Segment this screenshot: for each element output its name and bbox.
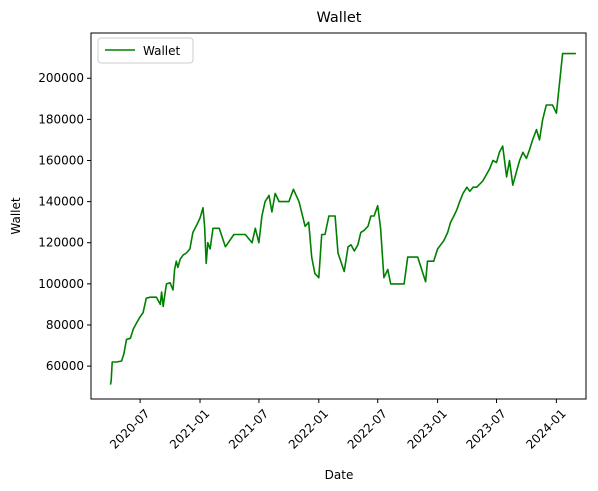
x-axis-title: Date (325, 468, 354, 482)
x-axis: 2020-07 2021-01 2021-07 2022-01 2022-07 2023-… (107, 399, 569, 452)
x-tick-label: 2020-07 (107, 406, 152, 451)
y-axis-title: Wallet (9, 197, 23, 235)
x-tick-label: 2021-01 (167, 406, 212, 451)
y-tick-label: 100000 (38, 277, 84, 291)
legend-label-wallet: Wallet (143, 44, 181, 58)
plot-frame (90, 32, 587, 400)
y-tick-label: 200000 (38, 71, 84, 85)
x-tick-label: 2024-01 (523, 406, 568, 451)
y-axis: 60000 80000 100000 120000 140000 160000 180000… (38, 71, 91, 373)
series-line-wallet (109, 52, 576, 385)
y-tick-label: 180000 (38, 112, 84, 126)
y-tick-label: 80000 (46, 318, 84, 332)
x-tick-label: 2023-07 (463, 406, 508, 451)
series-layer (109, 52, 576, 385)
legend: Wallet (97, 37, 194, 64)
x-tick-label: 2023-01 (405, 406, 450, 451)
x-tick-label: 2022-07 (345, 406, 390, 451)
x-tick-label: 2021-07 (226, 406, 271, 451)
x-tick-label: 2022-01 (286, 406, 331, 451)
y-tick-label: 60000 (46, 359, 84, 373)
chart-title: Wallet (317, 10, 362, 26)
y-tick-label: 140000 (38, 195, 84, 209)
y-tick-label: 120000 (38, 236, 84, 250)
legend-box (97, 37, 194, 64)
y-tick-label: 160000 (38, 153, 84, 167)
plot-area (91, 33, 586, 399)
